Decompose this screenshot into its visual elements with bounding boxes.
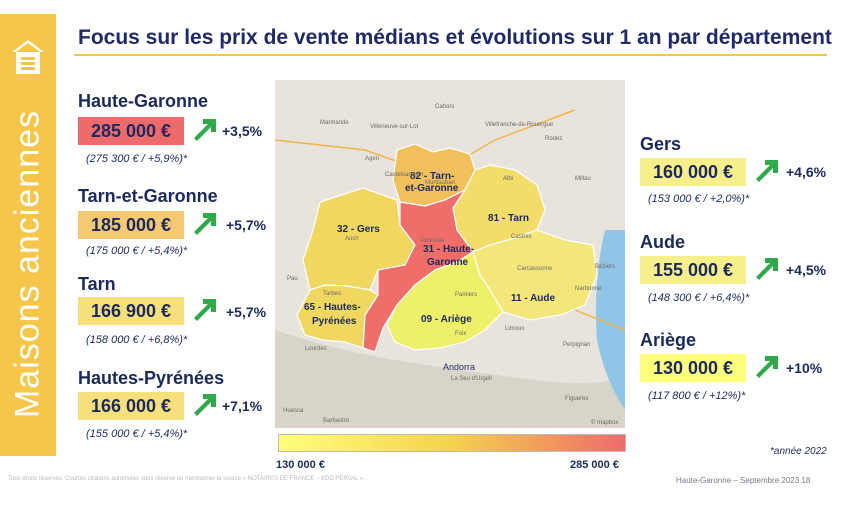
evolution-tarn: +5,7% [226, 304, 267, 320]
price-tarn-et-garonne: 185 000 € [78, 211, 184, 239]
previous-haute-garonne: (275 300 € / +5,9%)* [86, 153, 188, 165]
evolution-ariege: +10% [786, 360, 823, 376]
label-hautes-pyrenees-1: 65 - Hautes- [304, 302, 361, 313]
previous-aude: (148 300 € / +6,4%)* [648, 292, 750, 304]
city-figueres: Figueres [565, 396, 588, 402]
title-divider [74, 54, 827, 56]
trend-up-arrow-icon [756, 356, 778, 378]
price-hautes-pyrenees: 166 000 € [78, 392, 184, 420]
dept-name-hautes-pyrenees: Hautes-Pyrénées [78, 368, 225, 388]
evolution-gers: +4,6% [786, 164, 827, 180]
previous-tarn-et-garonne: (175 000 € / +5,4%)* [86, 245, 188, 257]
footnote: *année 2022 [770, 446, 827, 457]
page-title: Focus sur les prix de vente médians et é… [78, 26, 832, 49]
city-millau: Millau [575, 176, 591, 182]
evolution-aude: +4,5% [786, 262, 827, 278]
city-marmande: Marmande [320, 120, 349, 126]
evolution-tarn-et-garonne: +5,7% [226, 217, 267, 233]
previous-gers: (153 000 € / +2,0%)* [648, 193, 750, 205]
city-limoux: Limoux [505, 326, 524, 332]
city-montauban: Montauban [425, 180, 455, 186]
city-beziers: Béziers [595, 264, 615, 270]
trend-up-arrow-icon [756, 258, 778, 280]
evolution-hautes-pyrenees: +7,1% [222, 398, 263, 414]
dept-name-ariege: Ariège [640, 330, 697, 350]
region-hautes-pyrenees [296, 284, 379, 349]
price-gers: 160 000 € [640, 158, 746, 186]
price-color-legend [278, 434, 626, 452]
city-castelsarrasin: Castelsarrasin [385, 172, 423, 178]
price-haute-garonne: 285 000 € [78, 117, 184, 145]
dept-name-gers: Gers [640, 134, 682, 154]
sidebar-label: Maisons anciennes [8, 109, 47, 419]
dept-name-tarn-et-garonne: Tarn-et-Garonne [78, 186, 218, 206]
dept-name-tarn: Tarn [78, 274, 116, 294]
region-ariege [386, 251, 504, 351]
city-albi: Albi [503, 176, 513, 182]
city-pamiers: Pamiers [455, 292, 477, 298]
city-andorra: Andorra [443, 362, 475, 372]
label-aude: 11 - Aude [511, 293, 556, 304]
previous-hautes-pyrenees: (155 000 € / +5,4%)* [86, 428, 188, 440]
city-seu: La Seu d'Urgell [451, 376, 492, 382]
label-haute-garonne-2: Garonne [427, 257, 469, 268]
evolution-haute-garonne: +3,5% [222, 123, 263, 139]
city-toulouse: Toulouse [420, 238, 445, 244]
city-villefranche: Villefranche-de-Rouergue [485, 122, 554, 128]
region-gers [302, 187, 416, 291]
city-barbastro: Barbastro [323, 418, 350, 424]
legend-min-label: 130 000 € [276, 459, 325, 471]
label-tarn-et-garonne-2: et-Garonne [405, 183, 459, 194]
trend-up-arrow-icon [756, 160, 778, 182]
city-rodez: Rodez [545, 136, 562, 142]
label-tarn: 81 - Tarn [488, 213, 529, 224]
sea-shape [596, 230, 625, 410]
city-lourdes: Lourdes [305, 346, 327, 352]
dept-name-haute-garonne: Haute-Garonne [78, 91, 209, 111]
city-cahors: Cahors [435, 104, 454, 110]
previous-tarn: (158 000 € / +6,8%)* [86, 334, 188, 346]
city-carcassonne: Carcassonne [517, 266, 553, 272]
label-ariege: 09 - Ariège [421, 314, 472, 325]
previous-ariege: (117 800 € / +12%)* [648, 390, 746, 402]
city-villeneuve: Villeneuve-sur-Lot [370, 124, 419, 130]
mapbox-attribution: © mapbox [591, 419, 618, 426]
legend-max-label: 285 000 € [570, 459, 619, 471]
city-huesca: Huesca [283, 408, 304, 414]
trend-up-arrow-icon [190, 114, 220, 144]
city-perpignan: Perpignan [563, 342, 590, 348]
label-gers: 32 - Gers [337, 224, 380, 235]
dept-name-aude: Aude [640, 232, 685, 252]
copyright-notice: Tous droits réservés. Courtes citations … [8, 476, 365, 482]
trend-up-arrow-icon [194, 213, 216, 235]
department-map: 32 - Gers 82 - Tarn- et-Garonne 81 - Tar… [275, 80, 625, 428]
city-narbonne: Narbonne [575, 286, 602, 292]
label-tarn-et-garonne-1: 82 - Tarn- [410, 171, 454, 182]
label-haute-garonne-1: 31 - Haute- [423, 244, 474, 255]
city-foix: Foix [455, 331, 466, 337]
price-aude: 155 000 € [640, 256, 746, 284]
city-auch: Auch [345, 236, 359, 242]
trend-up-arrow-icon [194, 394, 216, 416]
sidebar-band: Maisons anciennes [0, 14, 56, 456]
label-hautes-pyrenees-2: Pyrénées [312, 316, 357, 327]
city-castres: Castres [511, 234, 532, 240]
page-footer: Haute-Garonne – Septembre 2023 18 [676, 476, 811, 485]
trend-up-arrow-icon [194, 299, 216, 321]
city-tarbes: Tarbes [323, 291, 341, 297]
house-icon [12, 40, 44, 74]
city-agen: Agen [365, 156, 379, 162]
city-pau: Pau [287, 276, 298, 282]
price-tarn: 166 900 € [78, 297, 184, 325]
price-ariege: 130 000 € [640, 354, 746, 382]
